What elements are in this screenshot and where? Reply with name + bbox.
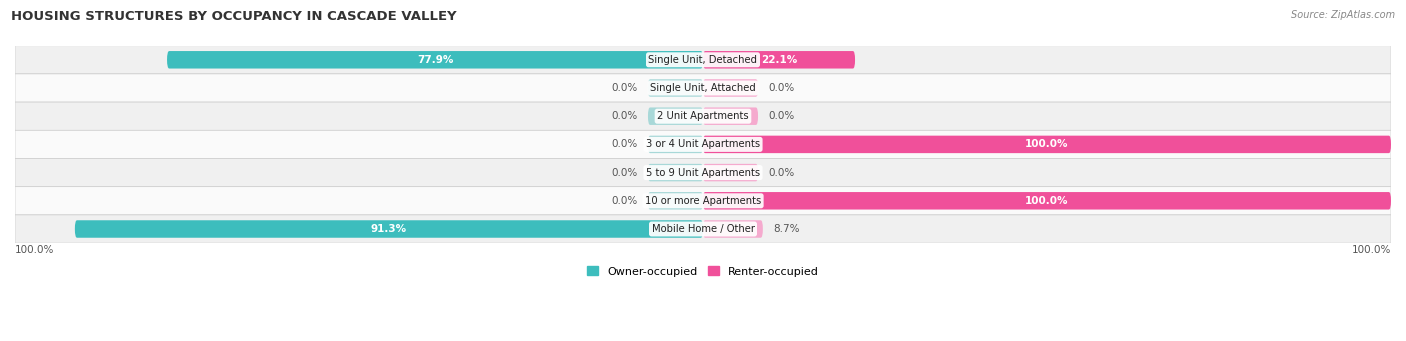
FancyBboxPatch shape — [15, 130, 1391, 159]
Text: 100.0%: 100.0% — [1025, 139, 1069, 149]
Text: 0.0%: 0.0% — [612, 83, 638, 93]
FancyBboxPatch shape — [648, 79, 703, 97]
FancyBboxPatch shape — [15, 159, 1391, 187]
FancyBboxPatch shape — [703, 107, 758, 125]
FancyBboxPatch shape — [15, 187, 1391, 215]
FancyBboxPatch shape — [167, 51, 703, 69]
FancyBboxPatch shape — [648, 107, 703, 125]
Text: 0.0%: 0.0% — [612, 139, 638, 149]
FancyBboxPatch shape — [648, 164, 703, 181]
FancyBboxPatch shape — [648, 136, 703, 153]
FancyBboxPatch shape — [15, 74, 1391, 102]
Text: 77.9%: 77.9% — [416, 55, 453, 65]
Text: 22.1%: 22.1% — [761, 55, 797, 65]
FancyBboxPatch shape — [703, 220, 763, 238]
FancyBboxPatch shape — [15, 102, 1391, 130]
FancyBboxPatch shape — [703, 136, 1391, 153]
Text: HOUSING STRUCTURES BY OCCUPANCY IN CASCADE VALLEY: HOUSING STRUCTURES BY OCCUPANCY IN CASCA… — [11, 10, 457, 23]
Text: 0.0%: 0.0% — [612, 196, 638, 206]
FancyBboxPatch shape — [15, 46, 1391, 74]
FancyBboxPatch shape — [703, 79, 758, 97]
Text: 8.7%: 8.7% — [773, 224, 800, 234]
FancyBboxPatch shape — [75, 220, 703, 238]
FancyBboxPatch shape — [703, 192, 1391, 209]
Text: 91.3%: 91.3% — [371, 224, 406, 234]
Text: 100.0%: 100.0% — [15, 244, 55, 254]
Text: 0.0%: 0.0% — [612, 167, 638, 178]
Text: 2 Unit Apartments: 2 Unit Apartments — [657, 111, 749, 121]
Text: 0.0%: 0.0% — [768, 83, 794, 93]
Text: 0.0%: 0.0% — [768, 167, 794, 178]
Text: Single Unit, Detached: Single Unit, Detached — [648, 55, 758, 65]
Text: 5 to 9 Unit Apartments: 5 to 9 Unit Apartments — [645, 167, 761, 178]
Legend: Owner-occupied, Renter-occupied: Owner-occupied, Renter-occupied — [582, 262, 824, 281]
FancyBboxPatch shape — [703, 51, 855, 69]
Text: Single Unit, Attached: Single Unit, Attached — [650, 83, 756, 93]
Text: 3 or 4 Unit Apartments: 3 or 4 Unit Apartments — [645, 139, 761, 149]
Text: Source: ZipAtlas.com: Source: ZipAtlas.com — [1291, 10, 1395, 20]
Text: 100.0%: 100.0% — [1025, 196, 1069, 206]
FancyBboxPatch shape — [15, 215, 1391, 243]
FancyBboxPatch shape — [648, 192, 703, 209]
Text: 0.0%: 0.0% — [768, 111, 794, 121]
Text: 100.0%: 100.0% — [1351, 244, 1391, 254]
Text: 10 or more Apartments: 10 or more Apartments — [645, 196, 761, 206]
FancyBboxPatch shape — [703, 164, 758, 181]
Text: Mobile Home / Other: Mobile Home / Other — [651, 224, 755, 234]
Text: 0.0%: 0.0% — [612, 111, 638, 121]
